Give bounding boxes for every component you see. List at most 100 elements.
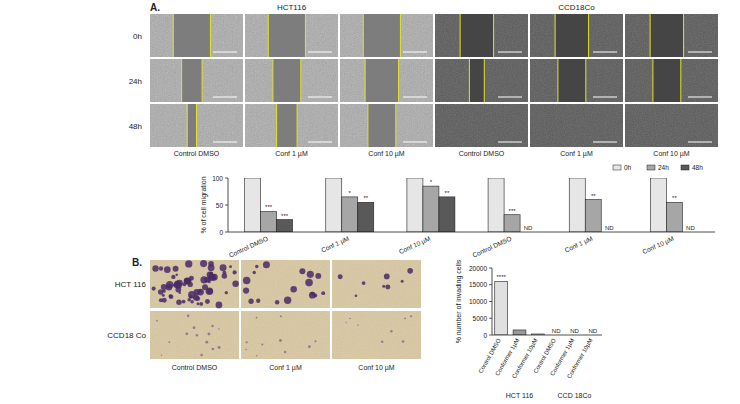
stained-cell: [162, 294, 165, 297]
column-label: Control DMSO: [459, 150, 505, 157]
texture: [340, 104, 433, 147]
panel-label: B.: [132, 257, 142, 268]
stained-cell: [179, 292, 181, 294]
bar: [407, 178, 423, 232]
scale-bar: [213, 97, 237, 98]
bar: [666, 202, 682, 232]
stained-cell: [308, 345, 311, 348]
stained-cell: [299, 268, 305, 274]
legend-swatch: [647, 165, 655, 170]
tick-label: 0: [219, 229, 223, 236]
tick: [225, 205, 228, 206]
annotation: ***: [265, 204, 273, 210]
tick: [489, 268, 492, 269]
chart: 05000100001500020000****NDNDNDControl DM…: [455, 259, 602, 399]
stained-cell: [212, 274, 216, 278]
micrograph: [150, 104, 243, 147]
scale-bar: [593, 52, 617, 53]
micrograph-bg: [625, 104, 718, 147]
wound-edge: [276, 104, 277, 147]
scale-bar: [498, 97, 522, 98]
stained-cell: [384, 274, 390, 280]
x-axis: [492, 335, 602, 336]
stained-cell: [208, 261, 214, 267]
wound-gap: [469, 59, 484, 102]
bars: [245, 178, 683, 232]
micrograph: [625, 14, 718, 57]
scale-bar: [403, 52, 427, 53]
micrograph: [245, 59, 338, 102]
texture: [332, 311, 421, 359]
stained-cell: [243, 287, 249, 293]
scale-bar: [498, 52, 522, 53]
bar: [277, 220, 293, 232]
texture: [150, 59, 243, 102]
stained-cell: [290, 286, 296, 292]
scale-bar: [688, 142, 712, 143]
stained-cell: [243, 277, 250, 284]
micrograph-bg: [245, 59, 338, 102]
annotation: ND: [588, 328, 597, 334]
micrograph-bg: [150, 59, 243, 102]
stained-cell: [401, 280, 404, 283]
micrograph-bg: [435, 104, 528, 147]
y-axis: [492, 268, 493, 335]
texture: [530, 14, 623, 57]
texture: [625, 59, 718, 102]
wound-edge: [484, 59, 485, 102]
scale-bar: [213, 52, 237, 53]
stained-cell: [305, 279, 313, 287]
micrograph: [340, 14, 433, 57]
category-label: Conf 1 µM: [563, 235, 594, 255]
stained-cell: [197, 302, 200, 305]
micrograph: [245, 104, 338, 147]
stained-cell: [169, 294, 174, 299]
texture: [150, 104, 243, 147]
stained-cell: [275, 300, 279, 304]
wound-gap: [277, 104, 297, 147]
wound-gap: [460, 14, 493, 57]
axis-title: % of cell migration: [200, 176, 208, 233]
stained-cell: [200, 260, 207, 267]
wound-edge: [395, 104, 396, 147]
texture: [332, 260, 421, 308]
wound-gap: [187, 104, 196, 147]
tick: [489, 335, 492, 336]
legend-swatch: [681, 165, 689, 170]
column-label: Conf 1 µM: [269, 364, 302, 372]
stained-cell: [225, 291, 228, 294]
legend-swatch: [613, 165, 621, 170]
micrograph: [625, 59, 718, 102]
stained-cell: [207, 288, 213, 294]
bar: [513, 330, 526, 335]
scale-bar: [308, 52, 332, 53]
micrograph: [150, 311, 239, 359]
texture: [340, 59, 433, 102]
wound-edge: [400, 14, 401, 57]
stained-cell: [232, 280, 239, 287]
stained-cell: [218, 328, 220, 330]
category-label: Conf 10 µM: [398, 235, 432, 257]
texture: [241, 260, 330, 308]
wound-edge: [268, 14, 269, 57]
wound-edge: [365, 59, 366, 102]
stained-cell: [229, 265, 232, 268]
texture: [245, 104, 338, 147]
stained-cell: [279, 339, 282, 342]
wound-edge: [652, 59, 653, 102]
tick-label: 20000: [469, 265, 487, 272]
legend-label: 0h: [624, 164, 632, 171]
wound-edge: [555, 14, 556, 57]
stained-cell: [410, 315, 412, 317]
tick-label: 100: [212, 175, 223, 182]
stained-cell: [193, 295, 199, 301]
row-label: 24h: [129, 77, 142, 86]
wound-edge: [363, 14, 364, 57]
stained-cell: [187, 315, 190, 318]
annotation: ND: [524, 225, 533, 231]
bar: [585, 200, 601, 232]
y-axis: [228, 178, 229, 232]
stained-cell: [185, 332, 188, 335]
bar: [423, 186, 439, 232]
category-label: Conf 10 µM: [641, 235, 675, 257]
